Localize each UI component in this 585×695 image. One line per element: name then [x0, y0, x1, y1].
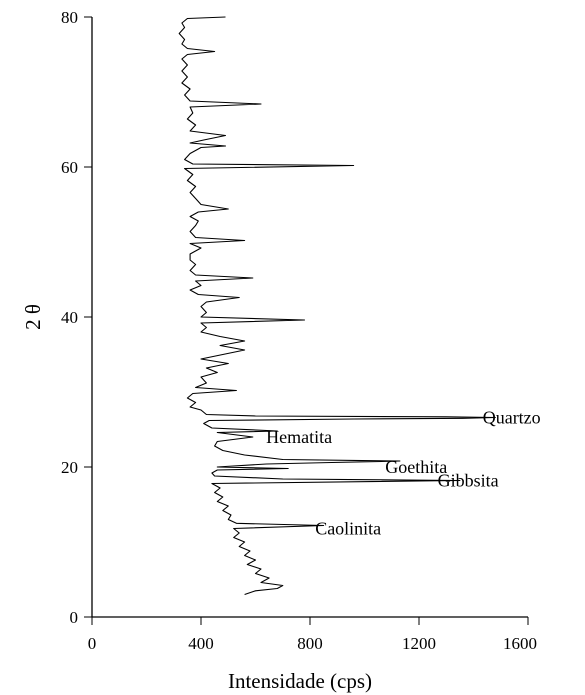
diffractogram-line: [178, 16, 496, 596]
y-tick-label: 0: [70, 608, 79, 627]
x-ticks: 0 400 800 1200 1600: [88, 617, 537, 653]
y-tick-label: 80: [61, 8, 78, 27]
x-tick-label: 0: [88, 634, 97, 653]
peak-label: Quartzo: [483, 408, 541, 428]
y-tick-label: 60: [61, 158, 78, 177]
x-tick-label: 1200: [402, 634, 436, 653]
y-tick-label: 40: [61, 308, 78, 327]
y-tick-label: 20: [61, 458, 78, 477]
x-tick-label: 800: [297, 634, 323, 653]
peak-label: Goethita: [385, 457, 447, 477]
peak-label: Gibbsita: [438, 471, 499, 491]
peak-label: Caolinita: [315, 519, 381, 539]
x-axis-title: Intensidade (cps): [228, 669, 372, 693]
y-ticks: 0 20 40 60 80: [61, 8, 92, 627]
x-tick-label: 400: [188, 634, 214, 653]
x-tick-label: 1600: [503, 634, 537, 653]
y-axis-title: 2 θ: [21, 304, 45, 330]
peak-label: Hematita: [266, 427, 332, 447]
